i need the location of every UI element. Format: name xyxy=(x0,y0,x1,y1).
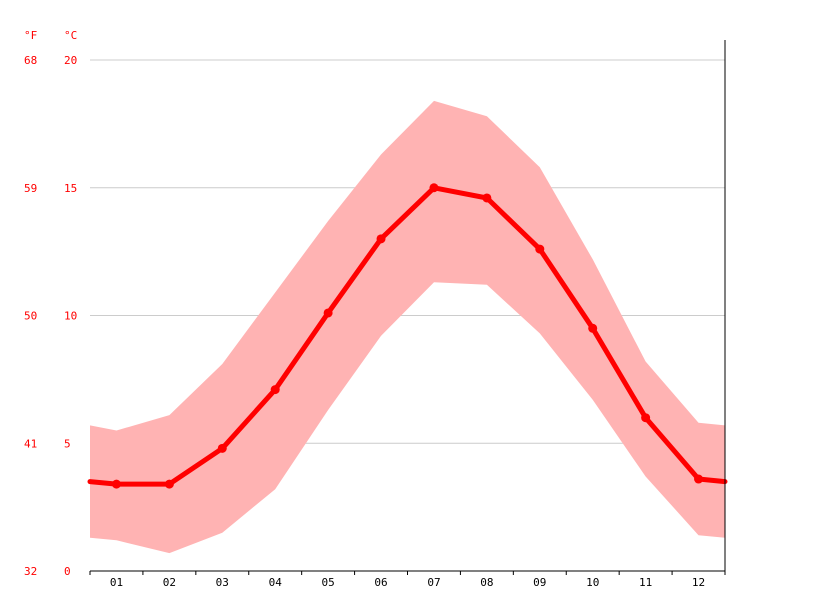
y-axis-ticks: 20 68 15 59 10 50 5 41 0 32 xyxy=(24,54,77,578)
mean-point xyxy=(482,193,492,203)
y-tick-fahrenheit: 41 xyxy=(24,437,37,450)
mean-point xyxy=(111,479,121,489)
x-tick-label: 09 xyxy=(533,576,546,589)
mean-point xyxy=(694,474,704,484)
temperature-range-band xyxy=(90,100,725,554)
fahrenheit-unit-label: °F xyxy=(24,29,37,42)
mean-point xyxy=(164,479,174,489)
celsius-unit-label: °C xyxy=(64,29,77,42)
mean-temperature-line xyxy=(87,185,728,487)
y-tick-fahrenheit: 68 xyxy=(24,54,37,67)
y-tick-fahrenheit: 50 xyxy=(24,310,37,323)
x-tick-label: 12 xyxy=(692,576,705,589)
y-tick-celsius: 20 xyxy=(64,54,77,67)
mean-point xyxy=(588,323,598,333)
mean-point xyxy=(641,413,651,423)
mean-point xyxy=(323,308,333,318)
x-tick-label: 10 xyxy=(586,576,599,589)
x-tick-label: 05 xyxy=(322,576,335,589)
x-tick-label: 07 xyxy=(427,576,440,589)
y-tick-celsius: 15 xyxy=(64,182,77,195)
x-tick-label: 03 xyxy=(216,576,229,589)
y-tick-fahrenheit: 59 xyxy=(24,182,37,195)
x-tick-label: 11 xyxy=(639,576,652,589)
x-tick-label: 01 xyxy=(110,576,123,589)
y-tick-celsius: 0 xyxy=(64,565,71,578)
mean-point xyxy=(535,244,545,254)
y-tick-celsius: 10 xyxy=(64,310,77,323)
mean-point xyxy=(429,183,439,193)
x-axis-ticks: 01 02 03 04 05 06 07 08 09 10 11 12 xyxy=(89,571,726,589)
x-tick-label: 04 xyxy=(269,576,283,589)
x-tick-label: 08 xyxy=(480,576,493,589)
mean-point xyxy=(376,234,386,244)
x-tick-label: 06 xyxy=(374,576,387,589)
x-tick-label: 02 xyxy=(163,576,176,589)
y-tick-fahrenheit: 32 xyxy=(24,565,37,578)
mean-point xyxy=(217,443,227,453)
y-tick-celsius: 5 xyxy=(64,437,71,450)
mean-point xyxy=(270,385,280,395)
mean-temperature-points xyxy=(111,183,704,489)
